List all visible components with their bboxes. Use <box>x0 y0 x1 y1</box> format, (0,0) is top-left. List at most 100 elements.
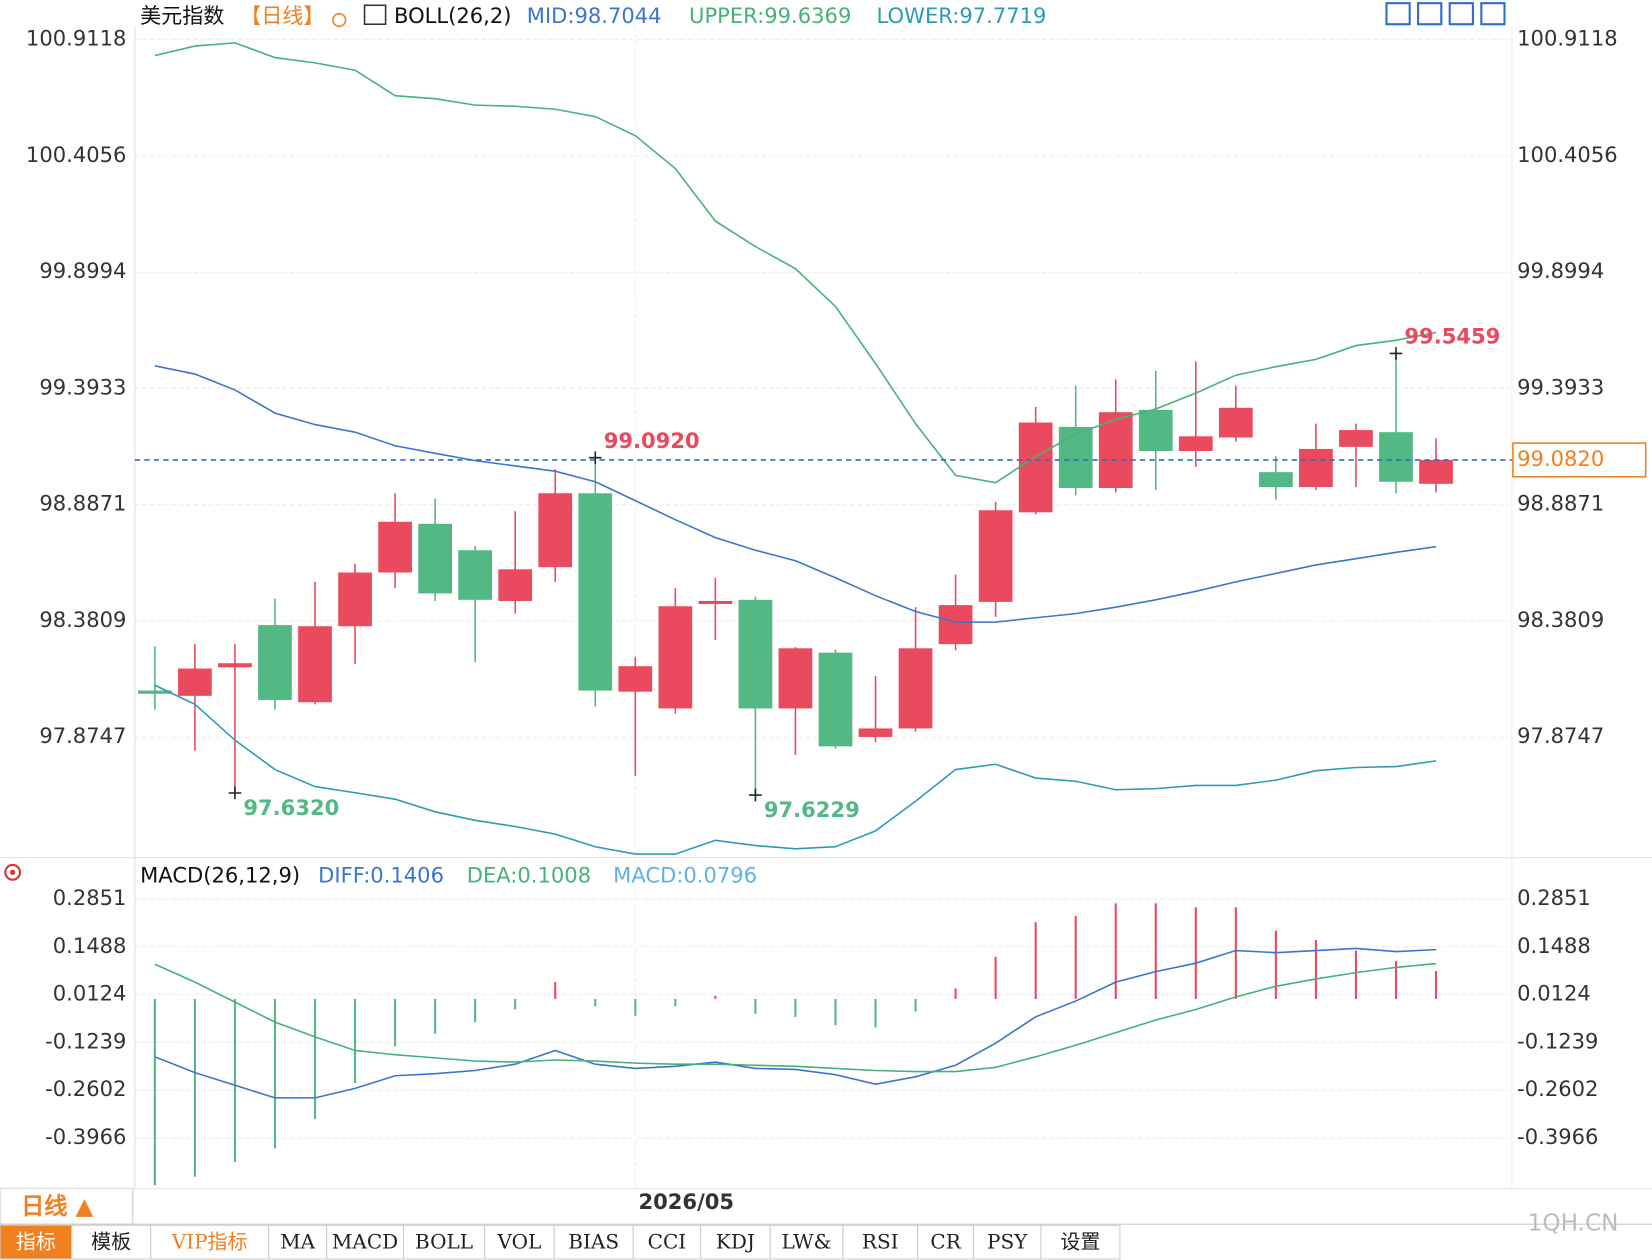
tab[interactable] <box>326 1224 405 1260</box>
annotation-label: 99.5459 <box>1404 324 1500 349</box>
view-icons[interactable] <box>1385 2 1506 26</box>
last-price-label: 99.0820 <box>1517 446 1604 471</box>
candle-body <box>258 625 292 700</box>
tab[interactable] <box>632 1224 702 1260</box>
tab[interactable] <box>1040 1224 1121 1260</box>
y-tick-label-right: -0.1239 <box>1517 1028 1598 1053</box>
settings-icon[interactable] <box>4 863 22 881</box>
tab[interactable] <box>71 1224 152 1260</box>
tab-label[interactable]: BIAS <box>568 1230 619 1254</box>
y-tick-label-right: 97.8747 <box>1517 723 1604 748</box>
tab-label[interactable]: 指标 <box>16 1230 56 1254</box>
tab-label[interactable]: MA <box>280 1230 315 1254</box>
tab-label[interactable]: KDJ <box>716 1230 755 1254</box>
y-tick-label-right: -0.3966 <box>1517 1124 1598 1149</box>
tab[interactable] <box>842 1224 919 1260</box>
tab-label[interactable]: 设置 <box>1060 1230 1100 1254</box>
tab[interactable] <box>769 1224 844 1260</box>
candle-body <box>1138 409 1173 452</box>
y-tick-label: 97.8747 <box>39 723 126 748</box>
tab[interactable] <box>917 1224 975 1260</box>
tab[interactable] <box>700 1224 771 1260</box>
candle-body <box>818 652 853 747</box>
candle-body <box>938 605 973 645</box>
icon[interactable] <box>1480 2 1506 26</box>
y-tick-label: 98.8871 <box>39 491 126 516</box>
candle-body <box>1299 448 1333 488</box>
annotation-label: 97.6229 <box>764 797 860 822</box>
legend-entry: MACD:0.0796 <box>613 863 757 888</box>
tab[interactable] <box>0 1224 73 1260</box>
period-label: 【日线】 <box>240 3 324 28</box>
settings-icon-dot <box>10 869 16 875</box>
y-tick-label-right: 0.2851 <box>1517 885 1591 910</box>
icon[interactable] <box>1417 2 1443 26</box>
y-tick-label-right: 100.9118 <box>1517 26 1618 51</box>
candle-body <box>138 690 172 694</box>
y-tick-label: 100.4056 <box>26 142 127 167</box>
tab-label[interactable]: CR <box>930 1230 961 1254</box>
candle-body <box>178 668 212 696</box>
tab[interactable] <box>402 1224 486 1260</box>
tab-label[interactable]: CCI <box>648 1230 687 1254</box>
tab-label[interactable]: PSY <box>987 1230 1028 1254</box>
candle-body <box>418 523 452 594</box>
legend-entry: DIFF:0.1406 <box>318 863 444 888</box>
tab-label[interactable]: VIP指标 <box>171 1230 248 1254</box>
candle-body <box>1058 426 1093 488</box>
candle-body <box>338 572 372 627</box>
y-tick-label-right: 100.4056 <box>1517 142 1618 167</box>
annotation-marker <box>228 786 242 800</box>
candle-body <box>298 626 332 703</box>
y-tick-label-right: 0.1488 <box>1517 933 1591 958</box>
tab[interactable] <box>972 1224 1042 1260</box>
tab-label[interactable]: 模板 <box>91 1230 131 1254</box>
candle-body <box>698 600 733 604</box>
y-tick-label: -0.3966 <box>45 1124 126 1149</box>
candle-body <box>658 606 693 709</box>
y-tick-label: -0.2602 <box>45 1076 126 1101</box>
candle-body <box>1259 472 1293 488</box>
series-line <box>154 684 1437 855</box>
candle-body <box>498 569 533 601</box>
candle-body <box>1419 459 1453 484</box>
add-icon[interactable] <box>332 12 347 28</box>
y-tick-label: 0.1488 <box>53 933 127 958</box>
period-box[interactable] <box>0 1187 134 1225</box>
tab[interactable] <box>553 1224 634 1260</box>
annotation-marker <box>749 788 762 802</box>
y-tick-label-right: 99.8994 <box>1517 258 1604 283</box>
tab-label[interactable]: BOLL <box>415 1230 473 1254</box>
period-selector[interactable]: 日线 ▲ <box>21 1193 93 1220</box>
y-tick-label-right: 99.3933 <box>1517 374 1604 399</box>
y-tick-label-right: 98.8871 <box>1517 491 1604 516</box>
tab-label[interactable]: MACD <box>332 1230 398 1254</box>
icon[interactable] <box>1448 2 1474 26</box>
y-tick-label: 0.0124 <box>53 981 127 1006</box>
annotation-label: 99.0920 <box>604 428 700 453</box>
tab[interactable] <box>268 1224 328 1260</box>
candle-body <box>1018 422 1053 513</box>
x-tick-label: 2026/05 <box>638 1189 734 1214</box>
candle-body <box>858 728 893 737</box>
y-tick-label: -0.1239 <box>45 1028 126 1053</box>
y-tick-label-right: -0.2602 <box>1517 1076 1598 1101</box>
series-line <box>154 42 1437 484</box>
annotation-marker <box>588 451 602 464</box>
icon[interactable] <box>1385 2 1411 26</box>
tab-label[interactable]: RSI <box>862 1230 899 1254</box>
watermark: 1QH.CN <box>1528 1210 1619 1237</box>
legend-entry: UPPER:99.6369 <box>689 3 851 28</box>
candle-body <box>1178 436 1213 452</box>
candle-body <box>1218 407 1253 438</box>
tab[interactable] <box>150 1224 270 1260</box>
candle-body <box>978 510 1013 602</box>
tab-label[interactable]: VOL <box>497 1230 542 1254</box>
series-line <box>154 365 1437 623</box>
candle-body <box>898 648 933 729</box>
legend-entry: LOWER:97.7719 <box>877 3 1047 28</box>
tab-label[interactable]: LW& <box>782 1230 832 1254</box>
